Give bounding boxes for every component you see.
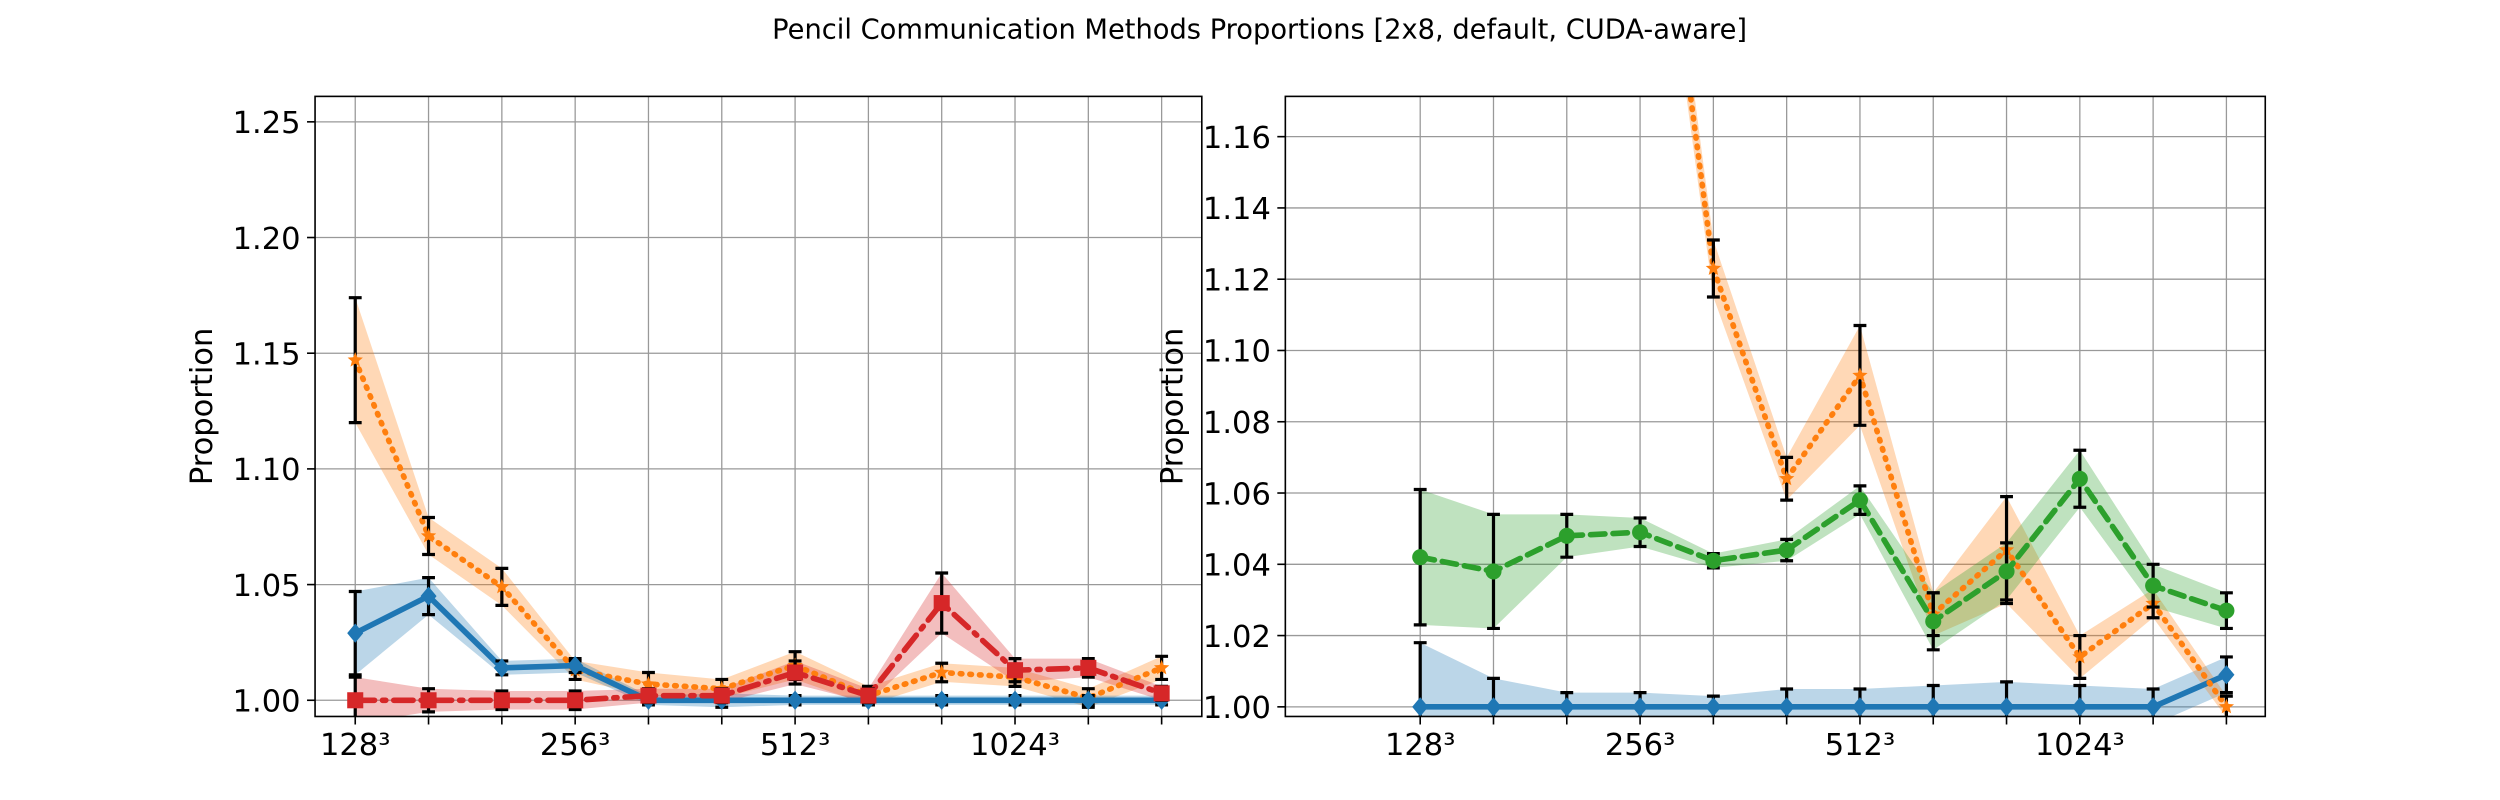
marker [1006,662,1024,679]
marker [1632,697,1649,717]
marker [2218,602,2235,619]
x-tick-label: 1024³ [2035,728,2125,763]
marker [1925,697,1942,717]
error-band [1420,450,2227,650]
error-band [355,577,1162,708]
y-tick-label: 1.25 [233,106,301,141]
marker [1558,697,1575,717]
plot-area [347,296,1170,717]
y-tick-label: 1.00 [233,685,301,720]
marker [567,692,584,709]
marker [1705,552,1722,569]
marker [933,595,950,612]
x-tick-label: 128³ [320,728,390,763]
error-band [355,573,1162,717]
series-line [1417,671,2230,710]
y-tick-label: 1.08 [1203,406,1271,441]
y-tick-label: 1.14 [1203,192,1271,227]
marker [420,692,437,709]
marker [2218,698,2235,714]
marker [1998,697,2015,717]
y-tick-label: 1.04 [1203,549,1271,584]
marker [1852,367,1868,382]
marker [347,352,363,367]
marker [420,527,437,543]
y-tick-label: 1.20 [233,222,301,257]
y-tick-label: 1.12 [1203,263,1271,298]
y-tick-label: 1.05 [233,569,301,604]
marker [1153,659,1170,675]
marker [933,690,950,710]
marker [1851,697,1868,717]
marker [347,623,364,643]
series-line [352,598,1165,704]
y-tick-label: 1.02 [1203,620,1271,655]
marker [2071,470,2088,487]
y-axis-label: Proportion [185,328,220,485]
marker [640,687,657,704]
marker [640,676,657,691]
y-tick-label: 1.10 [233,453,301,488]
marker [1412,549,1429,566]
y-tick-label: 1.06 [1203,477,1271,512]
marker [567,655,584,676]
x-tick-label: 512³ [760,728,830,763]
marker [493,658,510,678]
y-tick-label: 1.16 [1203,121,1271,156]
series-line [352,592,1165,704]
y-axis-label: Proportion [1156,328,1191,485]
marker [2218,665,2235,685]
marker [713,687,730,704]
marker [347,692,364,709]
x-tick-label: 1024³ [970,728,1060,763]
series-line [1417,474,2230,626]
marker [1558,527,1575,544]
marker [1998,563,2015,580]
marker [1705,260,1722,276]
marker [2072,648,2088,664]
marker [1485,697,1502,717]
marker [1006,690,1024,710]
marker [934,664,950,680]
marker [1779,470,1795,486]
marker [860,687,877,704]
marker [1080,659,1097,676]
figure-title: Pencil Communication Methods Proportions… [772,15,1747,46]
marker [494,578,510,594]
x-tick-label: 256³ [540,728,610,763]
error-band [1420,642,2227,717]
marker [1153,685,1170,702]
y-tick-label: 1.00 [1203,691,1271,726]
marker [420,586,437,606]
marker [1925,613,1942,630]
marker [787,664,804,681]
x-tick-label: 256³ [1605,728,1675,763]
y-tick-label: 1.10 [1203,335,1271,370]
axes-frame [1284,95,2267,718]
marker [1778,542,1795,559]
marker [1851,492,1868,509]
marker [787,690,804,710]
series-line [352,357,1165,701]
marker [493,692,510,709]
marker [1412,697,1429,717]
marker [1485,563,1502,580]
plot-area [1412,96,2235,717]
axes-frame [314,95,1203,718]
marker [1778,697,1795,717]
marker [2071,697,2088,717]
x-tick-label: 512³ [1825,728,1895,763]
marker [1632,524,1649,541]
marker [2145,697,2162,717]
y-tick-label: 1.15 [233,337,301,372]
marker [2145,577,2162,594]
x-tick-label: 128³ [1385,728,1455,763]
marker [1705,697,1722,717]
